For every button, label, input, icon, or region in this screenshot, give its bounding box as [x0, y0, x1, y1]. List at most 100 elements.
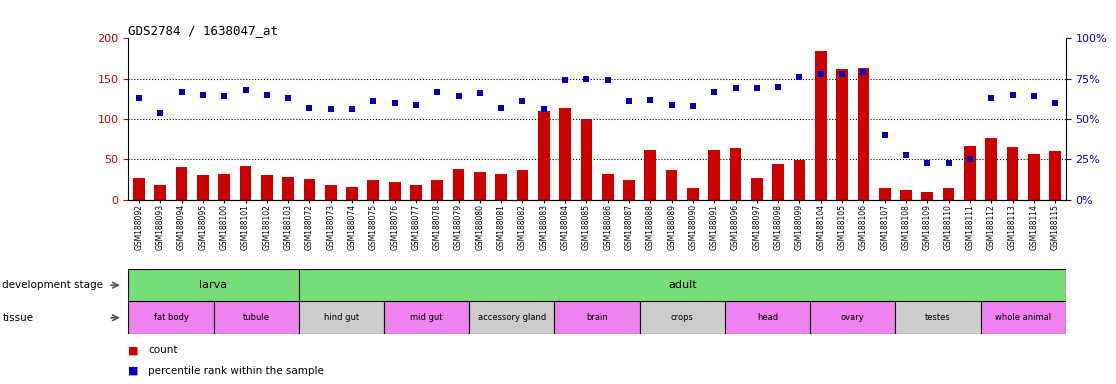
Bar	[304, 179, 316, 200]
Bar	[922, 192, 933, 200]
Point	[471, 90, 489, 96]
Bar	[133, 178, 145, 200]
Bar	[985, 137, 997, 200]
Bar	[725, 301, 810, 334]
Text: count: count	[148, 345, 177, 355]
Bar	[1007, 147, 1019, 200]
Text: crops: crops	[671, 313, 694, 322]
Bar	[213, 301, 299, 334]
Bar	[198, 175, 209, 200]
Point	[556, 77, 574, 83]
Bar	[901, 190, 912, 200]
Text: tubule: tubule	[242, 313, 270, 322]
Point	[300, 105, 318, 111]
Point	[620, 98, 638, 104]
Point	[152, 109, 170, 116]
Point	[429, 89, 446, 95]
Point	[513, 98, 531, 104]
Point	[131, 95, 148, 101]
Point	[215, 93, 233, 99]
Bar	[432, 180, 443, 200]
Point	[492, 105, 510, 111]
Point	[811, 71, 829, 77]
Point	[279, 95, 297, 101]
Point	[961, 156, 979, 162]
Bar	[299, 301, 384, 334]
Bar	[623, 180, 635, 200]
Bar	[644, 150, 656, 200]
Bar	[751, 178, 762, 200]
Point	[663, 101, 681, 108]
Point	[386, 100, 404, 106]
Point	[365, 98, 383, 104]
Point	[258, 92, 276, 98]
Text: larva: larva	[200, 280, 228, 290]
Bar	[895, 301, 981, 334]
Point	[1046, 100, 1064, 106]
Point	[321, 106, 339, 113]
Point	[407, 101, 425, 108]
Point	[684, 103, 702, 109]
Bar	[261, 175, 272, 200]
Bar	[453, 169, 464, 200]
Bar	[815, 51, 827, 200]
Point	[790, 74, 808, 80]
Point	[940, 159, 958, 166]
Bar	[687, 187, 699, 200]
Text: whole animal: whole animal	[995, 313, 1051, 322]
Bar	[219, 174, 230, 200]
Bar	[772, 164, 785, 200]
Point	[705, 89, 723, 95]
Bar	[1028, 154, 1040, 200]
Text: ■: ■	[128, 345, 138, 355]
Bar	[240, 166, 251, 200]
Point	[577, 76, 595, 82]
Text: GDS2784 / 1638047_at: GDS2784 / 1638047_at	[128, 24, 278, 37]
Point	[1024, 93, 1042, 99]
Text: brain: brain	[586, 313, 608, 322]
Bar	[943, 189, 954, 200]
Bar	[469, 301, 555, 334]
Text: percentile rank within the sample: percentile rank within the sample	[148, 366, 325, 376]
Text: adult: adult	[668, 280, 696, 290]
Point	[535, 106, 552, 113]
Bar	[474, 172, 485, 200]
Bar	[384, 301, 469, 334]
Bar	[730, 148, 741, 200]
Bar	[410, 185, 422, 200]
Bar	[964, 146, 975, 200]
Bar	[836, 69, 848, 200]
Bar	[878, 187, 891, 200]
Point	[727, 85, 744, 91]
Point	[450, 93, 468, 99]
Point	[897, 151, 915, 157]
Text: mid gut: mid gut	[411, 313, 443, 322]
Bar	[810, 301, 895, 334]
Bar	[559, 108, 571, 200]
Text: accessory gland: accessory gland	[478, 313, 546, 322]
Text: fat body: fat body	[154, 313, 189, 322]
Bar	[602, 174, 614, 200]
Bar	[128, 301, 213, 334]
Point	[1003, 92, 1021, 98]
Point	[769, 84, 787, 90]
Point	[982, 95, 1000, 101]
Point	[343, 106, 360, 113]
Point	[599, 77, 617, 83]
Bar	[175, 167, 187, 200]
Point	[918, 159, 936, 166]
Bar	[346, 187, 358, 200]
Bar	[555, 301, 639, 334]
Point	[748, 85, 766, 91]
Point	[173, 89, 191, 95]
Bar	[154, 185, 166, 200]
Point	[855, 69, 873, 75]
Point	[194, 92, 212, 98]
Text: ovary: ovary	[840, 313, 865, 322]
Text: head: head	[757, 313, 778, 322]
Text: testes: testes	[925, 313, 951, 322]
Bar	[857, 68, 869, 200]
Point	[834, 71, 852, 77]
Text: hind gut: hind gut	[324, 313, 359, 322]
Bar	[496, 174, 507, 200]
